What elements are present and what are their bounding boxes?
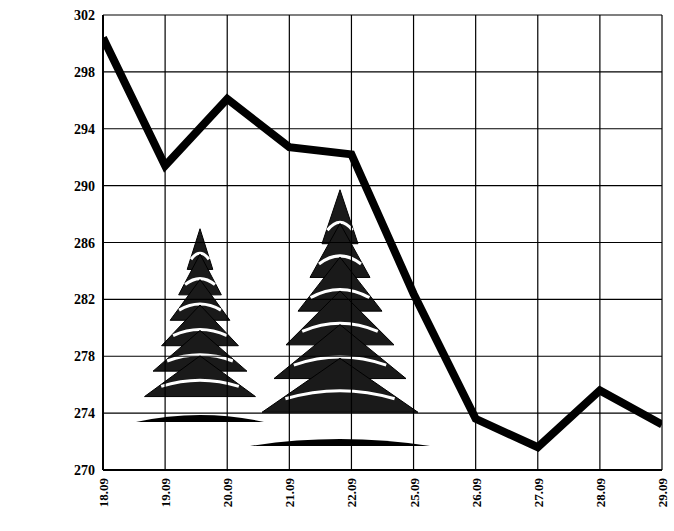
y-grid-line bbox=[103, 185, 662, 186]
x-grid-line bbox=[289, 15, 290, 470]
x-grid-line bbox=[165, 15, 166, 470]
chart-container: 270 274 278 282 286 290 294 298 302 18.09 19.09 20.… bbox=[0, 0, 674, 531]
x-grid-line bbox=[537, 15, 538, 470]
tree-snow bbox=[285, 391, 394, 399]
y-grid-line bbox=[103, 71, 662, 72]
x-grid-line bbox=[599, 15, 600, 470]
tree-decoration bbox=[250, 190, 430, 446]
x-grid-line bbox=[475, 15, 476, 470]
x-grid-line bbox=[227, 15, 228, 470]
x-tick-label: 26.09 bbox=[469, 478, 484, 508]
y-tick-label: 302 bbox=[74, 8, 95, 23]
x-tick-label: 29.09 bbox=[655, 478, 670, 508]
data-line bbox=[103, 38, 662, 448]
x-tick-label: 28.09 bbox=[593, 478, 608, 508]
y-grid-line bbox=[103, 299, 662, 300]
x-tick-label: 22.09 bbox=[344, 478, 359, 508]
y-grid-line bbox=[103, 128, 662, 129]
x-grid-line bbox=[661, 15, 662, 470]
tree-decoration bbox=[136, 229, 264, 422]
x-tick-label: 18.09 bbox=[96, 478, 111, 508]
y-grid-line bbox=[103, 242, 662, 243]
y-axis bbox=[102, 15, 104, 470]
y-tick-label: 270 bbox=[74, 463, 95, 478]
y-grid-line bbox=[103, 356, 662, 357]
tree-base bbox=[250, 439, 430, 446]
x-tick-label: 19.09 bbox=[158, 478, 173, 508]
y-tick-label: 274 bbox=[74, 406, 95, 421]
y-tick-label: 282 bbox=[74, 292, 95, 307]
x-axis bbox=[103, 469, 662, 471]
x-tick-label: 25.09 bbox=[407, 478, 422, 508]
y-tick-label: 290 bbox=[74, 179, 95, 194]
x-grid-line bbox=[102, 15, 103, 470]
x-tick-label: 20.09 bbox=[220, 478, 235, 508]
y-tick-label: 286 bbox=[74, 236, 95, 251]
y-tick-label: 278 bbox=[74, 349, 95, 364]
y-tick-label: 294 bbox=[74, 122, 95, 137]
x-grid-line bbox=[413, 15, 414, 470]
series-group bbox=[103, 38, 662, 448]
tree-base bbox=[136, 415, 264, 422]
x-tick-label: 27.09 bbox=[531, 478, 546, 508]
tree-tier bbox=[262, 358, 418, 412]
tree-tier bbox=[145, 356, 256, 397]
x-grid-line bbox=[351, 15, 352, 470]
chart-svg: 270 274 278 282 286 290 294 298 302 18.09 19.09 20.… bbox=[0, 0, 674, 531]
x-tick-label: 21.09 bbox=[282, 478, 297, 508]
y-grid-line bbox=[103, 14, 662, 15]
grid bbox=[103, 15, 662, 470]
y-tick-label: 298 bbox=[74, 65, 95, 80]
y-grid-line bbox=[103, 469, 662, 470]
